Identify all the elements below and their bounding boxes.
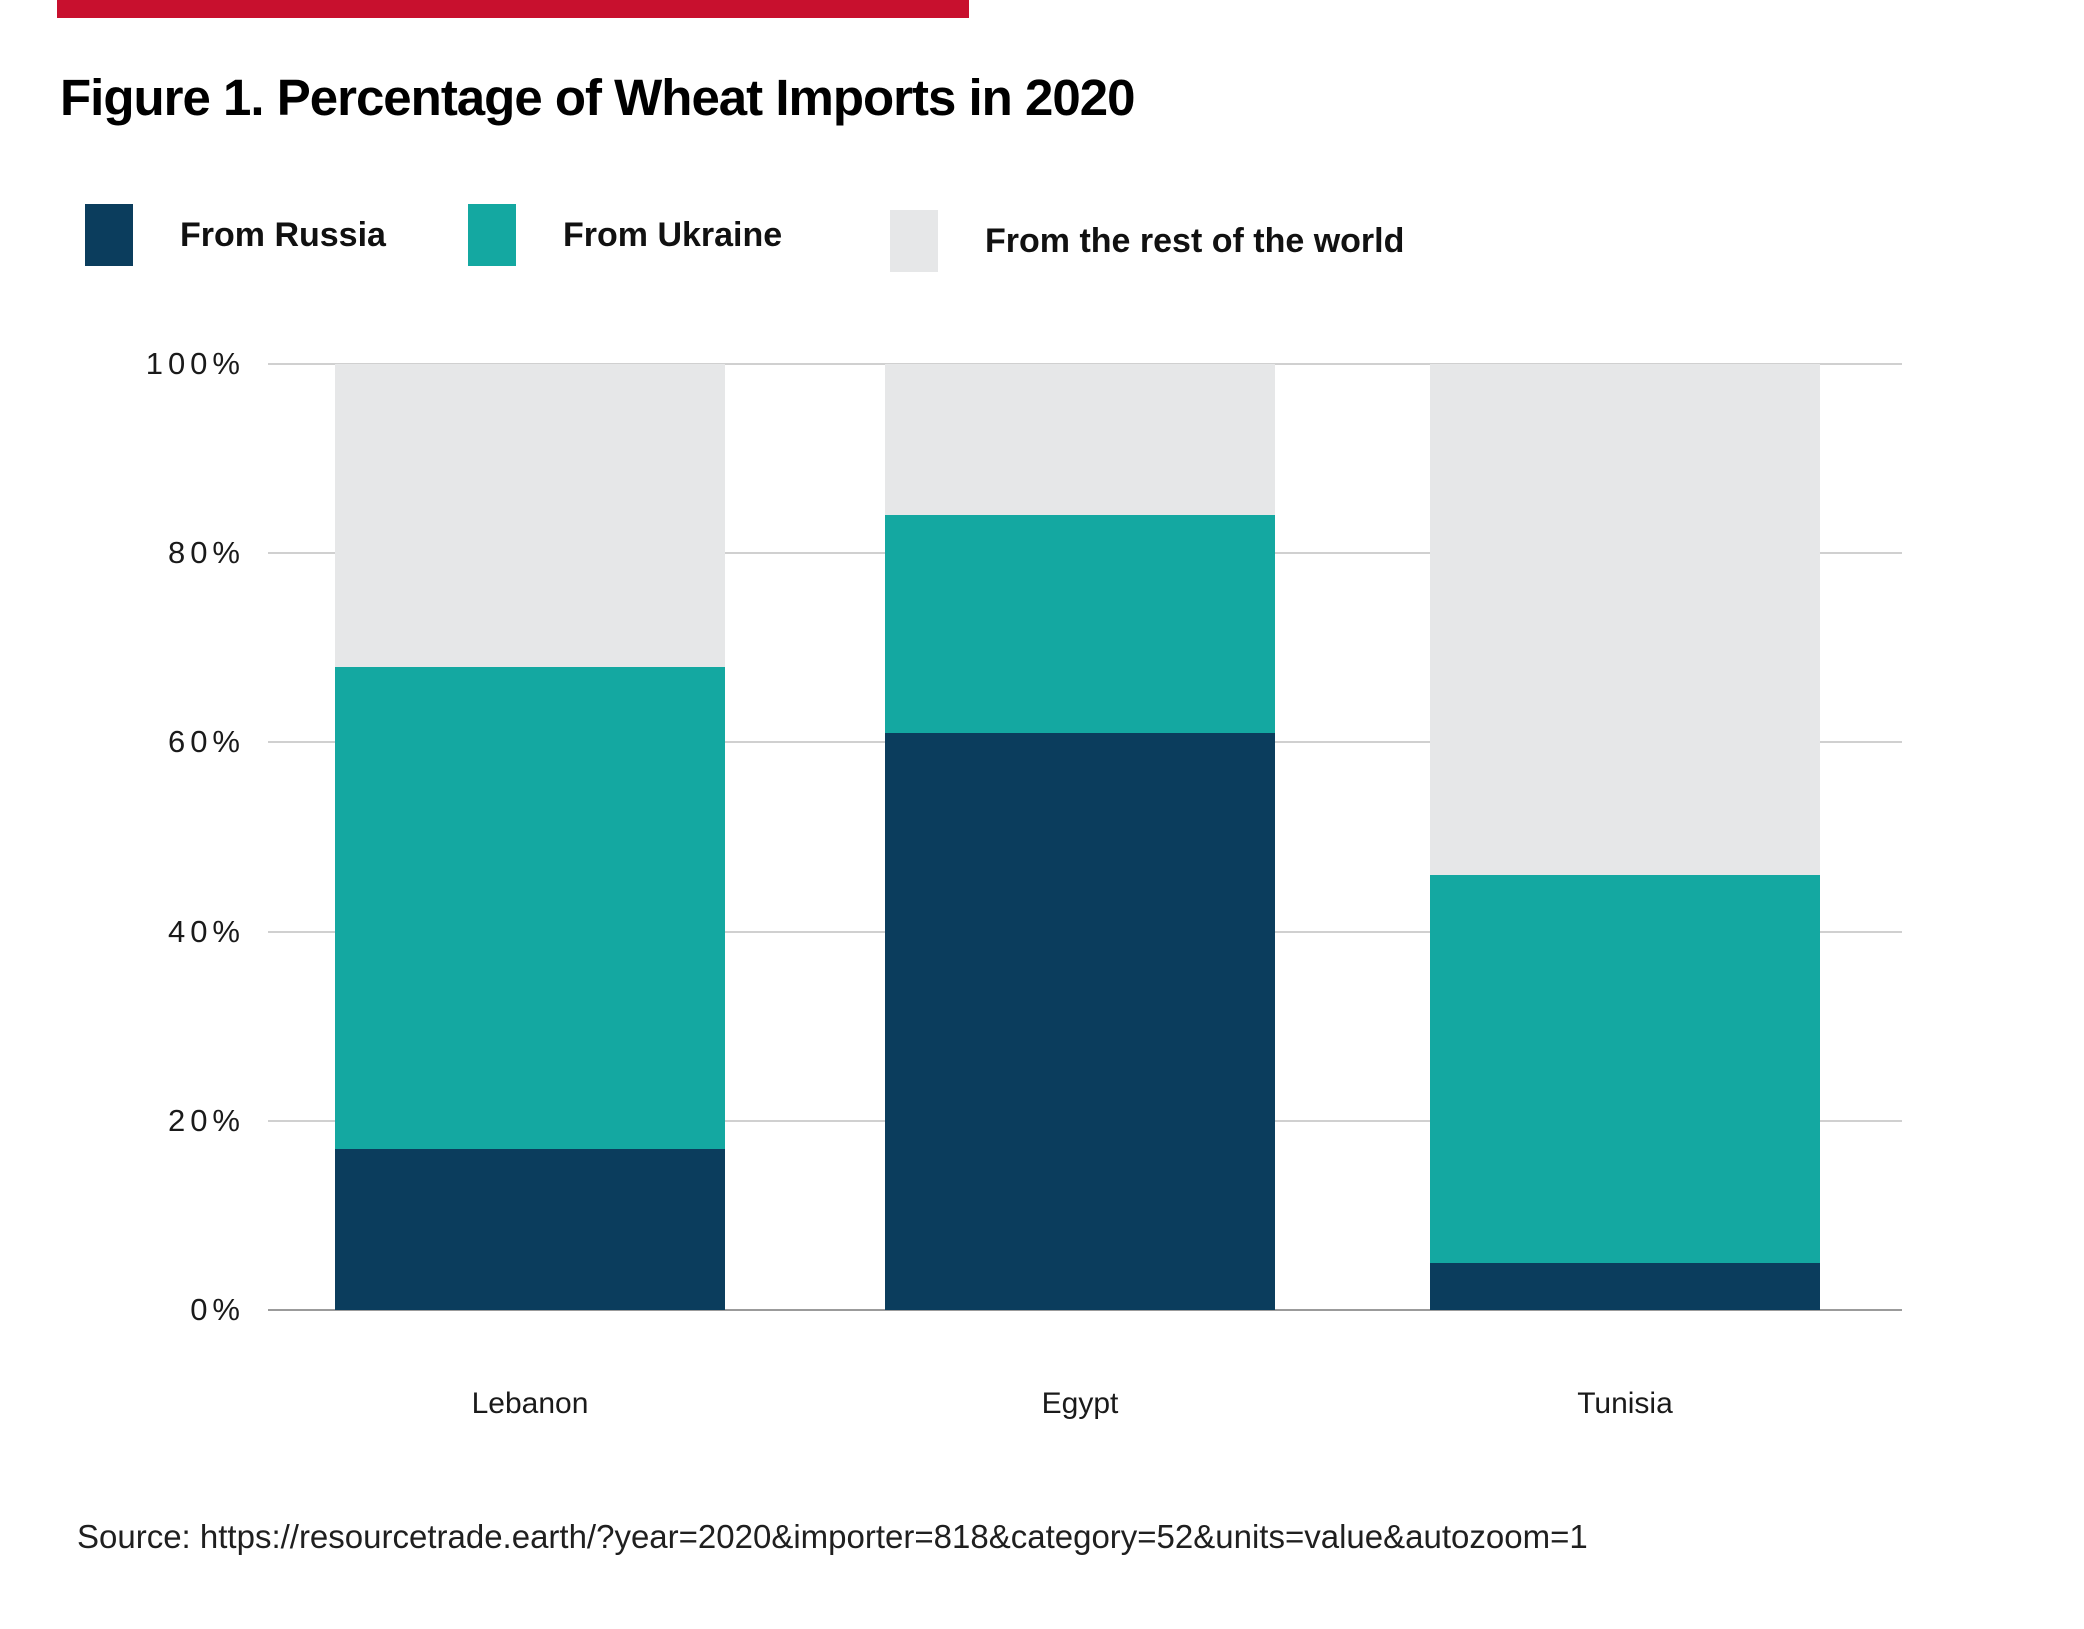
y-tick-label-80: 80%: [167, 535, 245, 570]
x-axis-baseline: [268, 1309, 1902, 1311]
source-caption: Source: https://resourcetrade.earth/?yea…: [77, 1518, 1588, 1555]
y-tick-label-0: 0%: [190, 1292, 245, 1327]
legend-item-rest-of-world: From the rest of the world: [890, 210, 1404, 272]
legend-swatch-ukraine: [468, 204, 516, 266]
bar-segment-tunisia-from-ukraine: [1430, 875, 1820, 1263]
y-tick-label-20: 20%: [167, 1103, 245, 1138]
legend-swatch-russia: [85, 204, 133, 266]
x-category-label-tunisia: Tunisia: [1577, 1387, 1673, 1420]
bar-segment-egypt-from-ukraine: [885, 515, 1275, 733]
y-tick-label-60: 60%: [167, 724, 245, 759]
y-tick-label-100: 100%: [145, 346, 245, 381]
bar-segment-lebanon-from-ukraine: [335, 667, 725, 1149]
legend-item-russia: From Russia: [85, 204, 386, 266]
bar-segment-egypt-from-russia: [885, 733, 1275, 1310]
legend-label-russia: From Russia: [180, 215, 386, 254]
header-stripe: [57, 0, 969, 18]
bar-segment-lebanon-from-the-rest-of-the-world: [335, 364, 725, 667]
bar-segment-tunisia-from-the-rest-of-the-world: [1430, 364, 1820, 875]
x-category-label-egypt: Egypt: [1041, 1387, 1119, 1420]
bar-segment-egypt-from-the-rest-of-the-world: [885, 364, 1275, 515]
legend-item-ukraine: From Ukraine: [468, 204, 782, 266]
bar-segment-lebanon-from-russia: [335, 1149, 725, 1310]
legend-swatch-rest-of-world: [890, 210, 938, 272]
legend-label-ukraine: From Ukraine: [563, 215, 783, 254]
bar-segment-tunisia-from-russia: [1430, 1263, 1820, 1310]
figure-title: Figure 1. Percentage of Wheat Imports in…: [60, 69, 1135, 126]
y-tick-label-40: 40%: [167, 914, 245, 949]
legend-label-rest-of-world: From the rest of the world: [985, 221, 1405, 260]
x-category-label-lebanon: Lebanon: [471, 1387, 589, 1420]
